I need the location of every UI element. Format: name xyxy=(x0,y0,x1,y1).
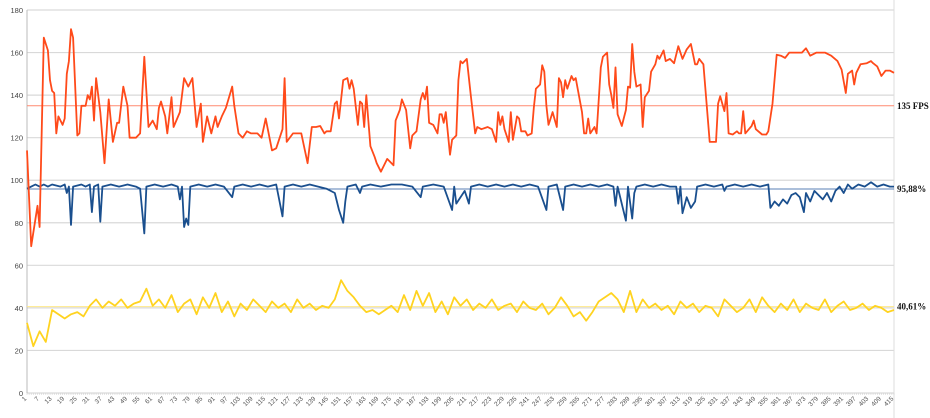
x-tick-label: 49 xyxy=(119,395,129,405)
x-tick-label: 73 xyxy=(169,395,179,405)
x-tick-label: 349 xyxy=(745,395,758,408)
x-tick-label: 187 xyxy=(405,395,418,408)
x-tick-label: 127 xyxy=(280,395,293,408)
x-tick-label: 403 xyxy=(858,395,871,408)
x-tick-label: 85 xyxy=(194,395,204,405)
x-tick-label: 397 xyxy=(845,395,858,408)
x-tick-label: 337 xyxy=(719,395,732,408)
y-tick-label: 60 xyxy=(15,261,23,270)
reference-labels: 135 FPS 95,88% 40,61% xyxy=(897,101,929,312)
y-tick-label: 0 xyxy=(19,389,23,398)
grid-lines xyxy=(26,0,895,418)
gpu-ref-label: 95,88% xyxy=(897,184,926,194)
y-tick-label: 140 xyxy=(10,91,23,100)
x-tick-label: 61 xyxy=(144,395,154,405)
y-tick-label: 180 xyxy=(10,6,23,15)
x-tick-label: 385 xyxy=(820,395,833,408)
x-tick-label: 343 xyxy=(732,395,745,408)
x-tick-label: 373 xyxy=(795,395,808,408)
x-tick-label: 367 xyxy=(782,395,795,408)
x-tick-label: 109 xyxy=(242,395,255,408)
x-tick-label: 313 xyxy=(669,395,682,408)
y-tick-label: 80 xyxy=(15,219,23,228)
x-tick-label: 229 xyxy=(493,395,506,408)
x-tick-label: 199 xyxy=(430,395,443,408)
y-tick-label: 120 xyxy=(10,134,23,143)
x-tick-label: 205 xyxy=(443,395,456,408)
x-tick-label: 223 xyxy=(481,395,494,408)
x-tick-label: 31 xyxy=(81,395,91,405)
x-axis: 1 7 13 19 25 31 37 43 49 55 61 67 73 79 85 91 97 103 109 11… xyxy=(21,393,896,408)
x-tick-label: 103 xyxy=(229,395,242,408)
x-tick-label: 307 xyxy=(657,395,670,408)
x-tick-label: 97 xyxy=(219,395,229,405)
x-tick-label: 67 xyxy=(157,395,167,405)
x-tick-label: 355 xyxy=(757,395,770,408)
y-tick-label: 40 xyxy=(15,304,23,313)
x-tick-label: 175 xyxy=(380,395,393,408)
x-tick-label: 235 xyxy=(506,395,519,408)
gpu-series-line xyxy=(26,181,894,235)
y-tick-label: 160 xyxy=(10,49,23,58)
cpu-ref-label: 40,61% xyxy=(897,302,926,312)
x-tick-label: 361 xyxy=(770,395,783,408)
x-tick-label: 241 xyxy=(518,395,531,408)
x-tick-label: 277 xyxy=(594,395,607,408)
x-tick-label: 217 xyxy=(468,395,481,408)
x-tick-label: 289 xyxy=(619,395,632,408)
x-tick-label: 115 xyxy=(255,395,268,408)
series-lines xyxy=(26,28,895,348)
x-tick-label: 163 xyxy=(355,395,368,408)
x-tick-label: 139 xyxy=(305,395,318,408)
x-tick-label: 19 xyxy=(56,395,66,405)
x-tick-label: 325 xyxy=(694,395,707,408)
x-tick-label: 79 xyxy=(182,395,192,405)
x-tick-label: 247 xyxy=(531,395,544,408)
x-tick-label: 55 xyxy=(131,395,141,405)
x-tick-label: 265 xyxy=(569,395,582,408)
x-tick-label: 301 xyxy=(644,395,657,408)
x-tick-label: 1 xyxy=(21,395,29,403)
x-tick-label: 379 xyxy=(807,395,820,408)
x-tick-label: 169 xyxy=(368,395,381,408)
x-tick-label: 181 xyxy=(393,395,406,408)
x-tick-label: 13 xyxy=(43,395,53,405)
x-tick-label: 211 xyxy=(456,395,469,408)
x-tick-label: 43 xyxy=(106,395,116,405)
x-tick-label: 271 xyxy=(581,395,594,408)
y-axis: 0 20 40 60 80 100 120 140 160 180 xyxy=(10,6,23,398)
x-tick-label: 7 xyxy=(33,395,41,403)
x-tick-label: 193 xyxy=(418,395,431,408)
x-tick-label: 121 xyxy=(267,395,280,408)
x-tick-label: 151 xyxy=(330,395,343,408)
x-tick-label: 145 xyxy=(317,395,330,408)
x-tick-label: 283 xyxy=(606,395,619,408)
x-tick-label: 391 xyxy=(833,395,846,408)
y-tick-label: 20 xyxy=(15,346,23,355)
y-tick-label: 100 xyxy=(10,176,23,185)
x-tick-label: 295 xyxy=(631,395,644,408)
x-tick-label: 133 xyxy=(292,395,305,408)
x-tick-label: 37 xyxy=(94,395,104,405)
reference-lines xyxy=(27,105,894,308)
x-tick-label: 259 xyxy=(556,395,569,408)
x-tick-label: 25 xyxy=(69,395,79,405)
x-tick-label: 253 xyxy=(544,395,557,408)
fps-series-line xyxy=(26,28,895,248)
x-tick-label: 91 xyxy=(207,395,217,405)
x-tick-label: 157 xyxy=(342,395,355,408)
x-tick-label: 319 xyxy=(682,395,695,408)
x-tick-label: 331 xyxy=(707,395,720,408)
cpu-series-line xyxy=(26,279,895,348)
x-tick-label: 409 xyxy=(870,395,883,408)
fps-ref-label: 135 FPS xyxy=(897,101,929,111)
